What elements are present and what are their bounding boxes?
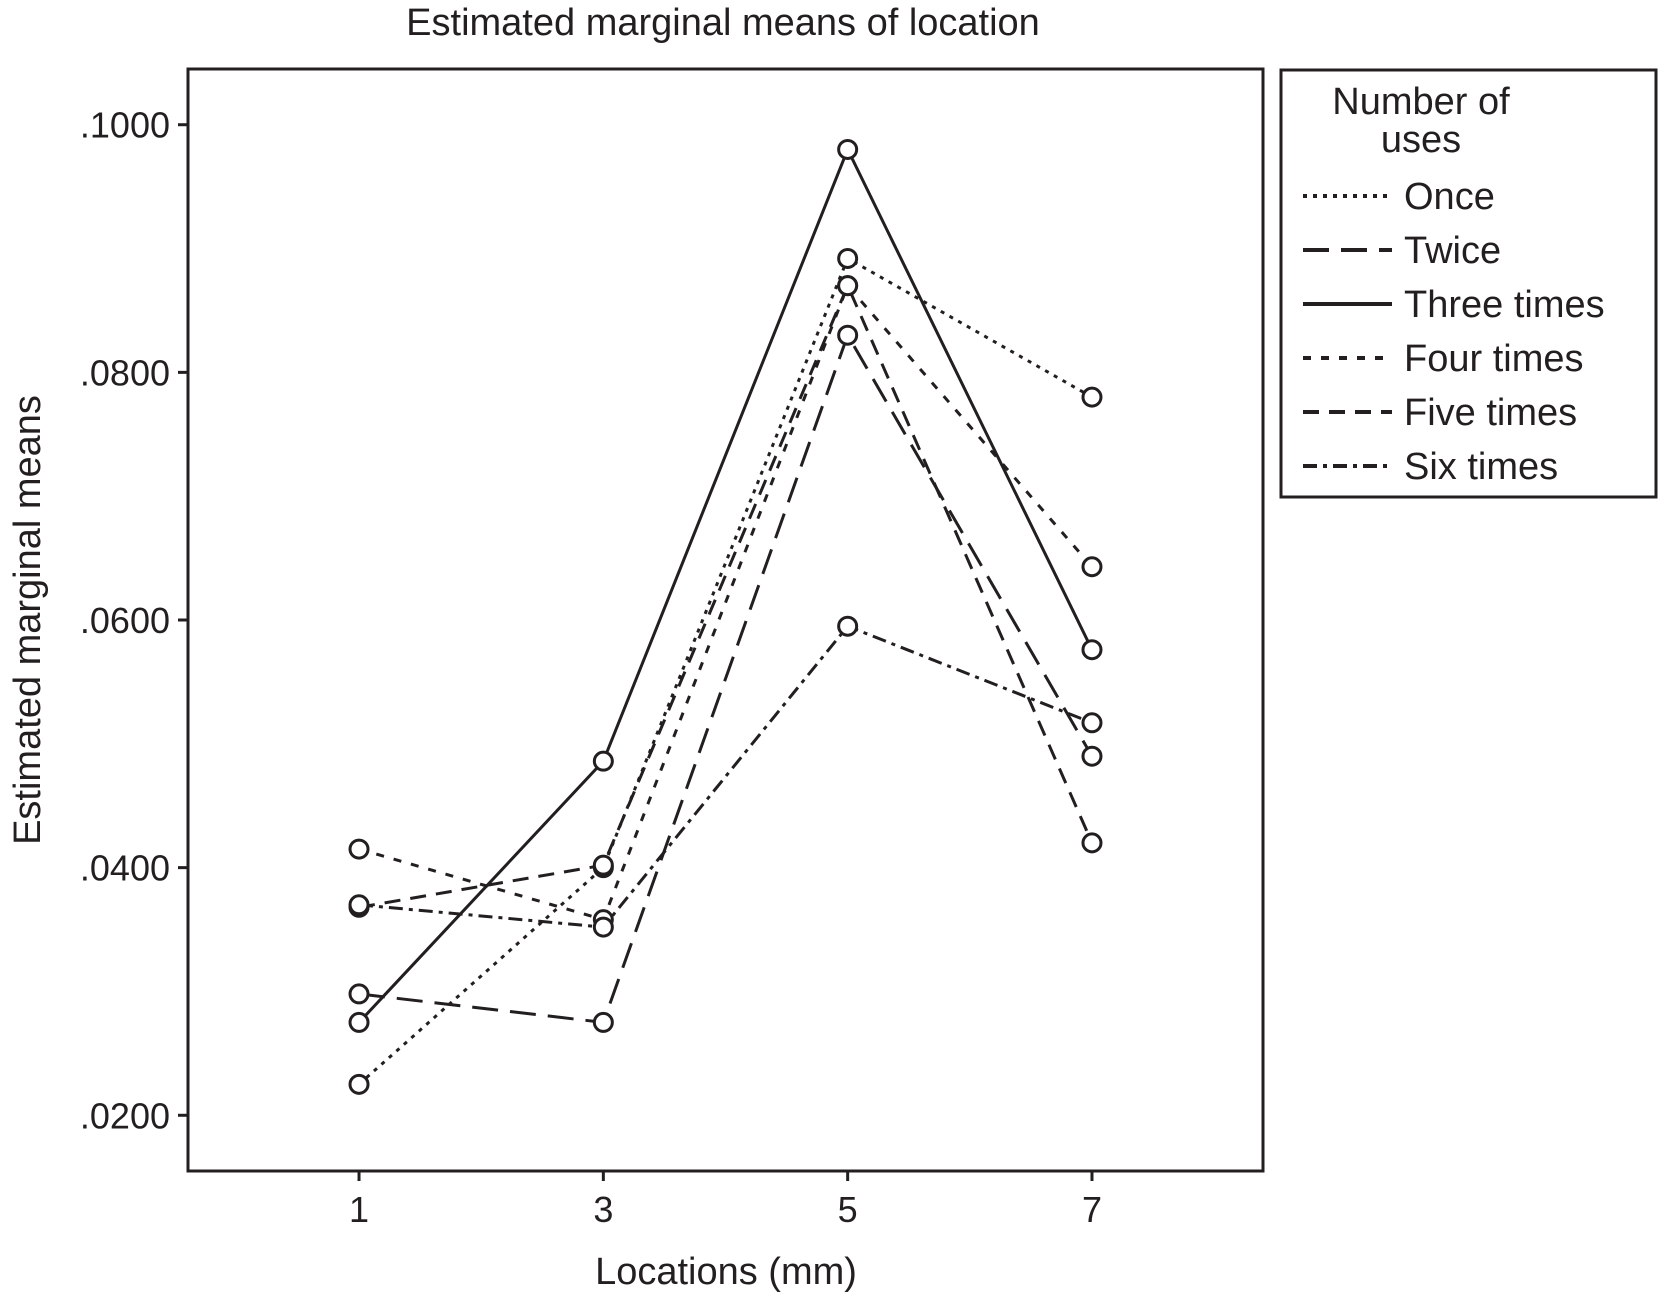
data-point-twice (837, 324, 859, 346)
legend-title-line1: Number of (1332, 81, 1510, 123)
series-five-times (348, 275, 1103, 918)
series-four-times (348, 275, 1103, 931)
data-point-once (837, 247, 859, 269)
series-once (348, 247, 1103, 1095)
data-point-three-times (837, 138, 859, 160)
x-tick-label: 3 (593, 1189, 613, 1230)
data-point-three-times (1081, 639, 1103, 661)
y-tick-label: .0800 (80, 352, 170, 393)
series-layer (348, 138, 1103, 1095)
legend: Number of uses Once Twice Three times Four … (1279, 68, 1658, 499)
data-point-twice (348, 983, 370, 1005)
x-tick-label: 7 (1082, 1189, 1102, 1230)
x-tick-label: 5 (838, 1189, 858, 1230)
legend-label: Four times (1404, 338, 1583, 380)
data-point-six-times (1081, 712, 1103, 734)
series-twice (348, 324, 1103, 1033)
legend-item-five-times: Five times (1303, 392, 1577, 434)
data-point-four-times (348, 838, 370, 860)
x-axis: 1 3 5 7 (349, 1171, 1102, 1230)
legend-item-three-times: Three times (1303, 284, 1605, 326)
data-point-six-times (837, 615, 859, 637)
legend-item-once: Once (1303, 176, 1495, 218)
legend-box (1279, 68, 1658, 499)
series-line-six-times (358, 624, 1093, 929)
y-tick-label: .0400 (80, 848, 170, 889)
series-line-twice (358, 331, 1094, 1025)
legend-items: Once Twice Three times Four times Five times… (1303, 176, 1605, 488)
data-point-three-times (348, 1011, 370, 1033)
legend-title-line2: uses (1381, 119, 1461, 161)
data-point-twice (592, 1011, 614, 1033)
data-point-six-times (592, 916, 614, 938)
data-point-once (348, 1073, 370, 1095)
y-axis: .0200 .0400 .0600 .0800 .1000 (80, 105, 188, 1136)
x-axis-label: Locations (mm) (595, 1251, 857, 1293)
legend-item-four-times: Four times (1303, 338, 1583, 380)
y-axis-label: Estimated marginal means (7, 395, 49, 845)
data-point-twice (1081, 745, 1103, 767)
x-tick-label: 1 (349, 1189, 369, 1230)
data-point-four-times (1081, 556, 1103, 578)
y-tick-label: .0200 (80, 1095, 170, 1136)
data-point-six-times (348, 894, 370, 916)
series-six-times (348, 615, 1103, 938)
legend-item-six-times: Six times (1303, 446, 1558, 488)
legend-label: Once (1404, 176, 1495, 218)
series-three-times (348, 138, 1103, 1033)
data-point-three-times (592, 750, 614, 772)
y-tick-label: .0600 (80, 600, 170, 641)
series-line-three-times (357, 145, 1094, 1024)
chart-title: Estimated marginal means of location (406, 2, 1040, 44)
series-line-once (358, 256, 1093, 1086)
legend-label: Six times (1404, 446, 1558, 488)
legend-label: Five times (1404, 392, 1577, 434)
series-line-five-times (358, 281, 1094, 909)
series-line-four-times (358, 282, 1094, 922)
legend-label: Twice (1404, 230, 1501, 272)
data-point-five-times (837, 275, 859, 297)
legend-label: Three times (1404, 284, 1605, 326)
data-point-five-times (592, 854, 614, 876)
y-tick-label: .1000 (80, 105, 170, 146)
legend-item-twice: Twice (1303, 230, 1501, 272)
plot-frame (186, 67, 1265, 1173)
data-point-once (1081, 386, 1103, 408)
data-point-five-times (1081, 832, 1103, 854)
